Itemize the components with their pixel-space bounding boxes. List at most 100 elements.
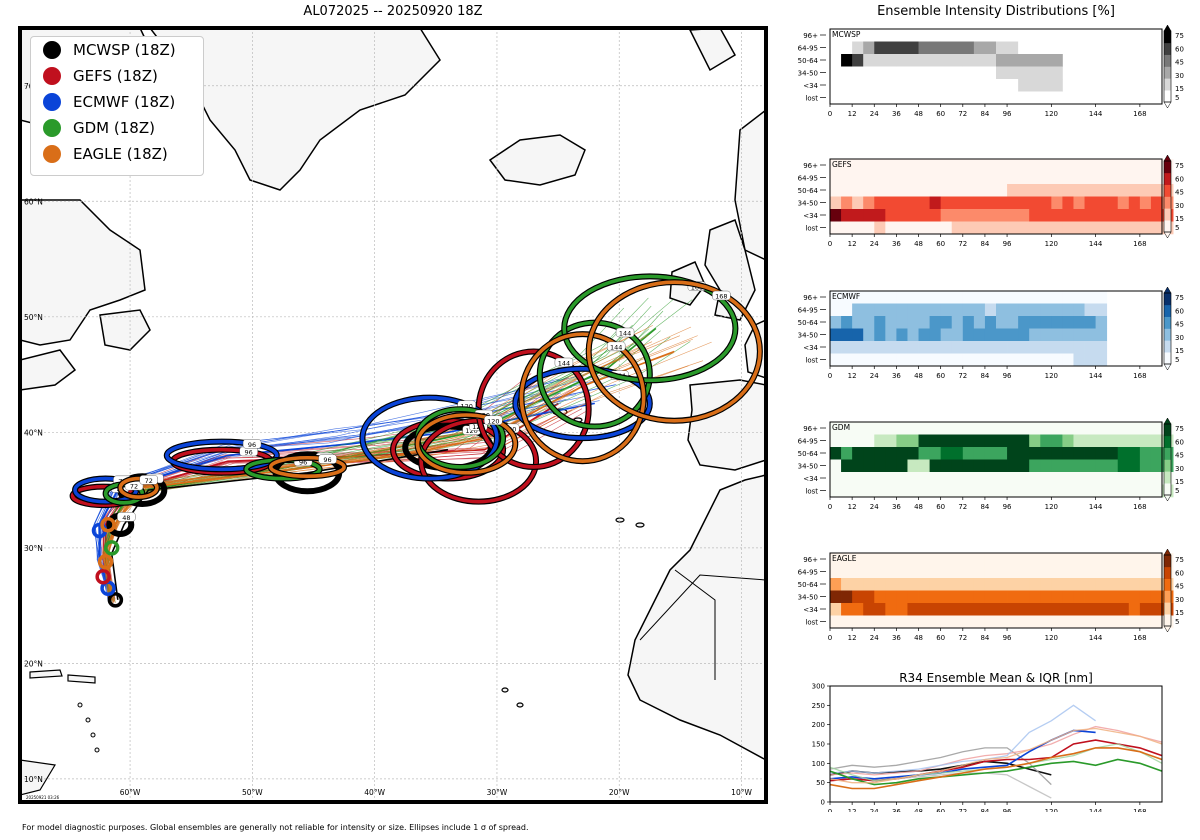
row-label: 50-64 (798, 450, 819, 458)
heatmap-cell (885, 328, 897, 342)
heatmap-cell (940, 447, 953, 460)
heatmap-cell (1051, 66, 1063, 80)
heatmap-cell (1128, 159, 1141, 172)
heatmap-cell (1128, 171, 1141, 185)
x-tick-label: 168 (1133, 240, 1146, 248)
heatmap-cell (929, 341, 942, 354)
heatmap-cell (841, 434, 853, 448)
intensity-panel-eagle: EAGLE 96+ 64-95 50-64 34-50 <34 lost 0 12 24 36 48 6… (798, 548, 1184, 642)
heatmap-cell (830, 353, 842, 367)
x-tick-label: 24 (870, 372, 879, 380)
hour-label-bg (484, 415, 503, 425)
heatmap-cell (1018, 353, 1030, 367)
heatmap-cell (1051, 184, 1063, 197)
heatmap-cell (896, 434, 908, 448)
heatmap-cell (1095, 328, 1108, 342)
ellipse-hour-label: 144 (619, 329, 631, 337)
colorbar-tick-label: 45 (1175, 59, 1184, 67)
heatmap-cell (973, 447, 986, 460)
heatmap-cell (863, 565, 875, 579)
early-position-marker (103, 540, 120, 556)
heatmap-cell (830, 184, 842, 197)
colorbar-tick-label: 15 (1175, 478, 1184, 486)
heatmap-cell (830, 54, 842, 67)
heatmap-cell (841, 422, 853, 435)
colorbar-tick-label: 30 (1175, 596, 1184, 604)
heatmap-cell (984, 303, 997, 317)
heatmap-cell (940, 603, 953, 616)
heatmap-cell (1095, 209, 1108, 222)
heatmap-cell (1117, 209, 1130, 222)
heatmap-cell (1084, 171, 1096, 185)
colorbar-frame (1163, 554, 1172, 627)
colorbar-tick-label: 15 (1175, 609, 1184, 617)
heatmap-cell (929, 603, 942, 616)
colorbar-segment (1164, 293, 1171, 306)
heatmap-cell (1051, 303, 1063, 317)
heatmap-cell (874, 316, 886, 329)
row-label: lost (805, 95, 818, 103)
heatmap-cell (863, 328, 875, 342)
heatmap-cell (1150, 484, 1163, 498)
heatmap-cell (1007, 209, 1019, 222)
heatmap-cell (841, 196, 853, 210)
forecast-ellipse (415, 413, 518, 475)
heatmap-cell (863, 171, 875, 185)
heatmap-cell (1117, 459, 1130, 473)
heatmap-cell (929, 484, 942, 498)
heatmap-cell (841, 459, 853, 473)
heatmap-cell (918, 184, 930, 197)
x-tick-label: 120 (1045, 110, 1058, 118)
heatmap-cell (1128, 459, 1141, 473)
heatmap-cell (1139, 484, 1152, 498)
heatmap-cell (896, 29, 908, 42)
heatmap-cell (918, 553, 930, 566)
heatmap-cell (1106, 209, 1119, 222)
heatmap-cell (973, 159, 986, 172)
heatmap-cell (1073, 328, 1085, 342)
heatmap-cell (841, 472, 853, 485)
heatmap-cell (984, 459, 997, 473)
heatmap-cell (841, 341, 853, 354)
heatmap-cell (874, 434, 886, 448)
heatmap-cell (940, 171, 953, 185)
y-tick-label: 150 (812, 741, 825, 749)
heatmap-cell (885, 196, 897, 210)
heatmap-cell (896, 615, 908, 629)
heatmap-cell (951, 41, 964, 55)
lat-tick-label: 40°N (24, 428, 43, 437)
colorbar-segment (1164, 340, 1171, 353)
heatmap-cell (1150, 434, 1163, 448)
heatmap-cell (1007, 184, 1019, 197)
heatmap-cell (1062, 484, 1074, 498)
heatmap-cell (984, 484, 997, 498)
heatmap-cell (940, 41, 953, 55)
colorbar-frame (1163, 292, 1172, 365)
heatmap-cell (885, 209, 897, 222)
heatmap-cell (996, 422, 1008, 435)
heatmap-cell (874, 447, 886, 460)
heatmap-cell (1073, 565, 1085, 579)
heatmap-cell (1095, 578, 1108, 591)
heatmap-cell (830, 447, 842, 460)
heatmap-cell (1095, 422, 1108, 435)
x-tick-label: 168 (1133, 372, 1146, 380)
heatmap-cell (1128, 472, 1141, 485)
heatmap-cell (1128, 603, 1141, 616)
heatmap-cell (1007, 41, 1019, 55)
legend-item: GDM (18Z) (31, 115, 203, 141)
heatmap-cell (1106, 578, 1119, 591)
heatmap-cell (1029, 459, 1041, 473)
heatmap-cell (1084, 303, 1096, 317)
heatmap-cell (907, 41, 919, 55)
row-label: 34-50 (798, 463, 818, 471)
colorbar-segment (1164, 602, 1171, 615)
heatmap-cell (1051, 29, 1063, 42)
heatmap-cell (852, 316, 864, 329)
heatmap-cell (940, 291, 953, 304)
r34-series-line (829, 747, 1163, 790)
heatmap-cell (984, 291, 997, 304)
heatmap-cell (907, 603, 919, 616)
heatmap-cell (841, 303, 853, 317)
heatmap-cell (907, 353, 919, 367)
